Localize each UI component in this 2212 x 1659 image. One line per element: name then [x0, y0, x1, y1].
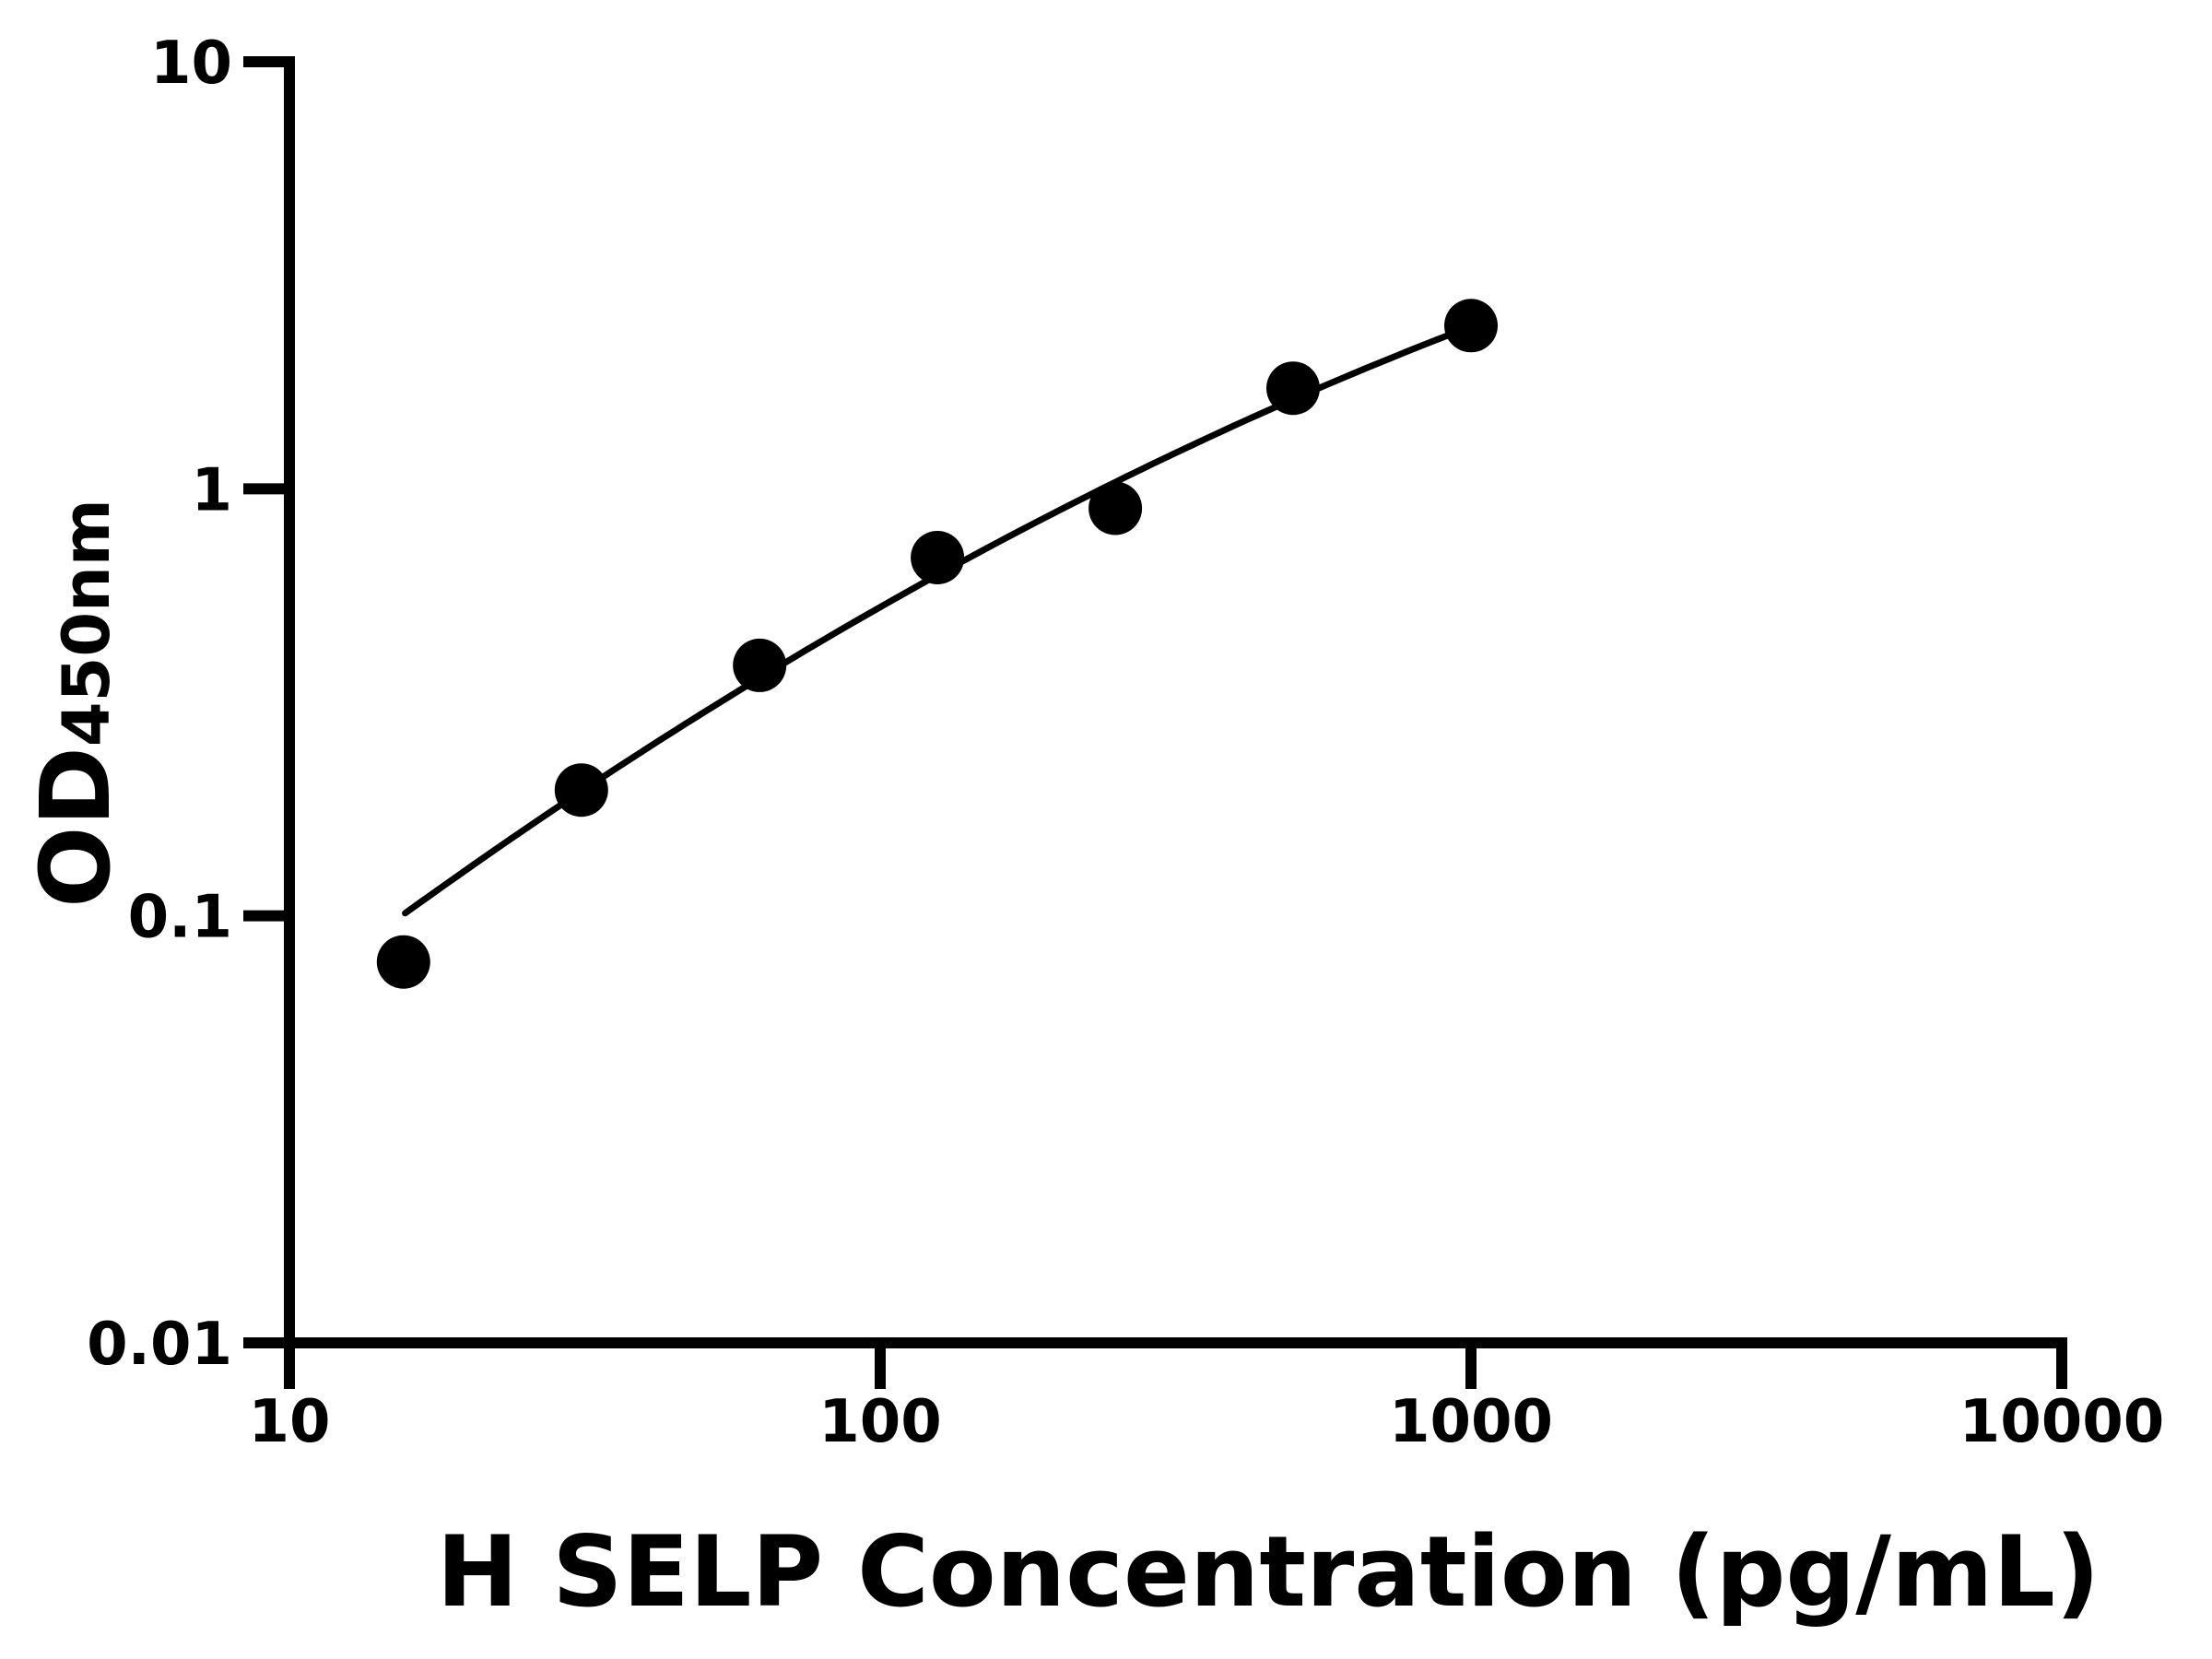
ticks-group: [243, 56, 2067, 1389]
data-point: [1444, 299, 1498, 353]
data-point: [554, 763, 608, 818]
x-tick-label-100: 100: [818, 1388, 942, 1456]
tick-labels-group: 10 100 1000 10000 10 1 0.1 0.01: [87, 29, 2164, 1456]
data-point: [1088, 481, 1143, 535]
y-tick-label-0.01: 0.01: [87, 1311, 232, 1379]
data-point: [376, 935, 430, 989]
data-point: [911, 531, 965, 584]
y-axis-title-main: OD: [19, 747, 132, 908]
x-axis-title: H SELP Concentration (pg/mL): [437, 1515, 2100, 1629]
y-tick-label-10: 10: [150, 29, 232, 98]
x-tick-label-10: 10: [248, 1388, 330, 1456]
data-points-group: [376, 299, 1498, 989]
y-axis-title: OD450nm: [19, 499, 132, 908]
x-tick-label-10000: 10000: [1959, 1388, 2165, 1456]
fit-curve-line: [402, 322, 1477, 917]
y-tick-label-1: 1: [191, 456, 232, 524]
data-point: [1266, 361, 1320, 416]
axes-group: [284, 56, 2067, 1348]
y-tick-label-0.1: 0.1: [128, 884, 232, 952]
y-axis-title-sub: 450nm: [49, 499, 124, 747]
data-point: [733, 638, 787, 692]
x-tick-label-1000: 1000: [1389, 1388, 1553, 1456]
